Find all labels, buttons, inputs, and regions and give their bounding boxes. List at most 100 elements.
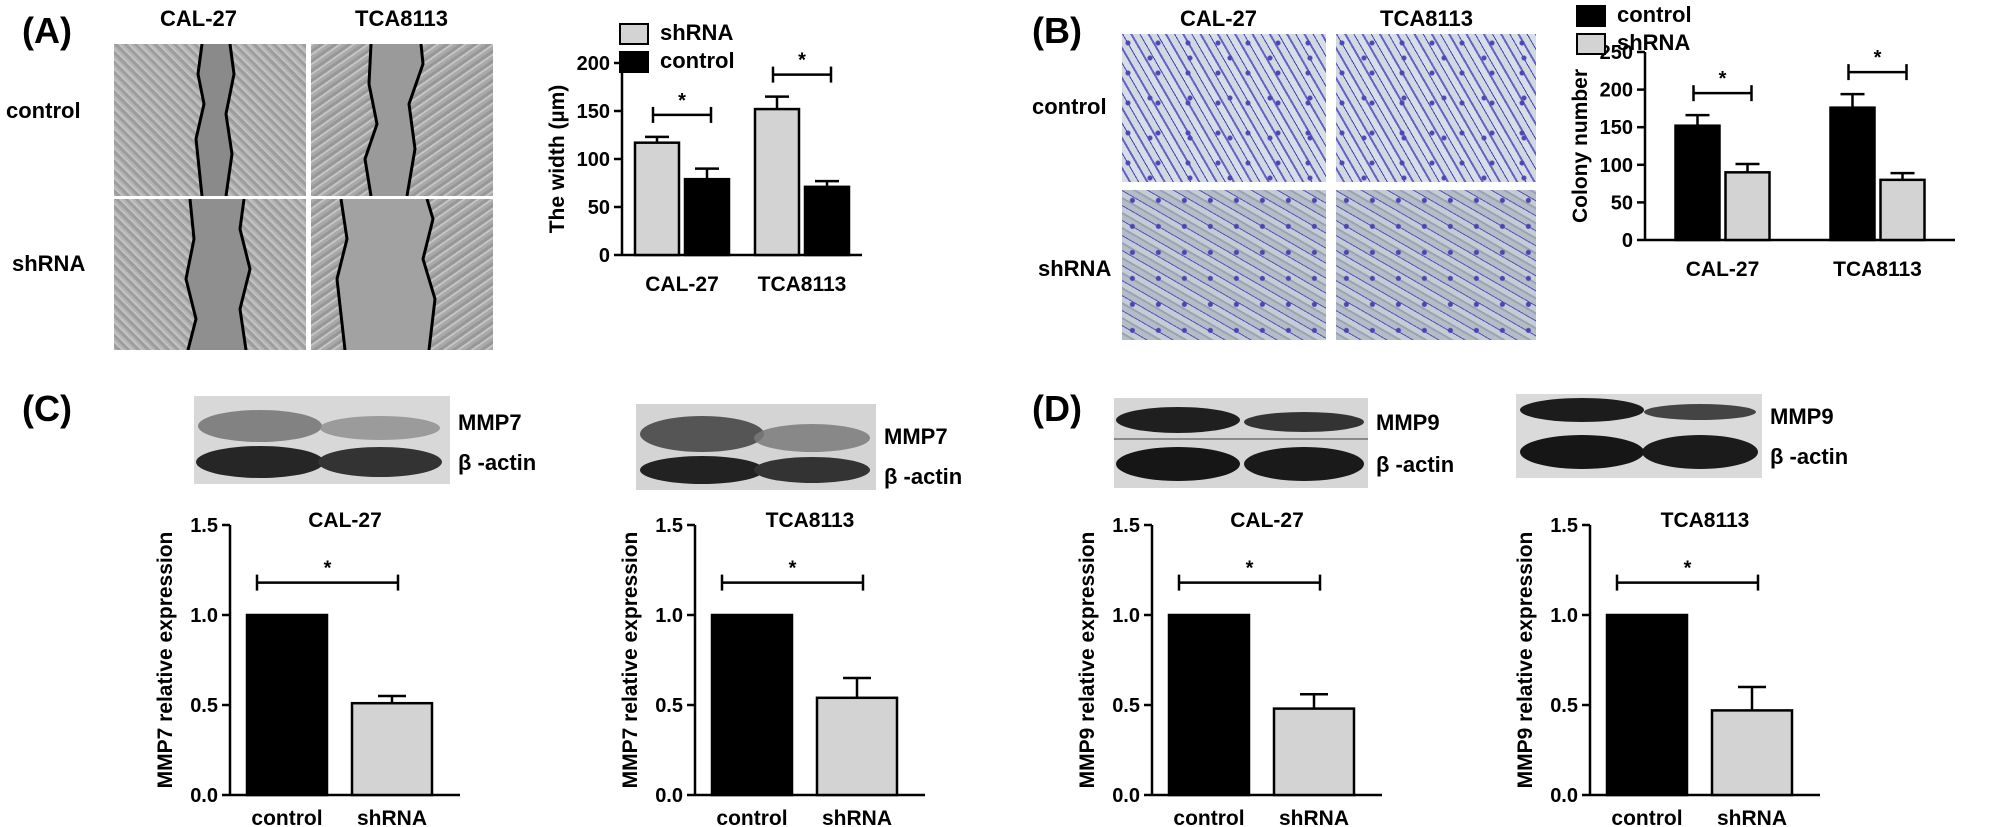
chart-title: CAL-27: [308, 509, 382, 532]
western-blot-mmp7-cal27: [194, 396, 450, 484]
bar-shrna-cal-27: [633, 141, 681, 257]
y-tick-label: 0.5: [1550, 695, 1578, 717]
image-col-label-tca8113: TCA8113: [355, 6, 448, 31]
panel-label-c: (C): [22, 388, 72, 429]
wound-gap-outline: [363, 44, 425, 196]
significance-star: *: [1684, 558, 1692, 580]
x-tick-label: control: [716, 807, 787, 827]
chart-title: TCA8113: [766, 509, 855, 532]
x-tick-label: control: [1173, 807, 1244, 827]
y-tick-label: 0: [1622, 230, 1633, 252]
x-tick-label: control: [251, 807, 322, 827]
y-tick-label: 0.5: [190, 695, 218, 717]
y-tick-label: 0.5: [655, 695, 683, 717]
blot-label-beta-actin: β -actin: [884, 464, 963, 489]
y-axis-label: MMP7 relative expression: [619, 532, 642, 789]
blot-label-mmp7: MMP7: [458, 410, 522, 435]
bar-control: [1605, 613, 1689, 797]
legend-label-shrna: shRNA: [660, 20, 733, 45]
legend-swatch-control: [1576, 5, 1606, 27]
y-axis-label: MMP9 relative expression: [1514, 532, 1537, 789]
significance-star: *: [1719, 68, 1727, 90]
legend-swatch-control: [619, 51, 649, 73]
x-tick-label: shRNA: [822, 807, 892, 827]
y-tick-label: 100: [577, 149, 610, 171]
significance-star: *: [798, 50, 806, 72]
wound-image-tca8113-control: [311, 44, 493, 196]
significance-star: *: [789, 558, 797, 580]
transwell-image-cal27-control: [1122, 34, 1326, 182]
bar-shrna: [1272, 707, 1356, 797]
y-tick-label: 1.5: [190, 515, 218, 537]
y-tick-label: 0.0: [655, 785, 683, 807]
bar-control-tca8113: [803, 185, 851, 257]
western-blot-mmp7-tca8113: [636, 404, 876, 490]
chart-title: CAL-27: [1230, 509, 1304, 532]
panel-label-b: (B): [1032, 10, 1082, 51]
wound-gap-outline: [194, 44, 236, 196]
bar-chart-mmp7-tca8113: 0.0 0.5 1.0 1.5 MMP7 relative expression TCA8…: [619, 509, 925, 827]
wound-image-cal27-shrna: [114, 199, 306, 350]
western-blot-mmp9-cal27: [1114, 398, 1368, 488]
bar-chart-colony-number: 0 50 100 150 200 250 Colony number CAL-27 * TCA81…: [1569, 2, 1955, 281]
image-row-label-control: control: [1032, 94, 1107, 119]
bar-control: [1167, 613, 1251, 797]
panel-label-d: (D): [1032, 388, 1082, 429]
x-tick-label: TCA8113: [1833, 258, 1922, 281]
bar-control-cal-27: [1674, 124, 1721, 242]
image-col-label-cal27: CAL-27: [1180, 6, 1258, 31]
blot-label-beta-actin: β -actin: [1376, 452, 1455, 477]
image-col-label-tca8113: TCA8113: [1380, 6, 1473, 31]
blot-label-mmp9: MMP9: [1770, 404, 1834, 429]
significance-star: *: [1246, 558, 1254, 580]
image-col-label-cal27: CAL-27: [160, 6, 238, 31]
y-tick-label: 1.5: [1550, 515, 1578, 537]
blot-label-beta-actin: β -actin: [1770, 444, 1849, 469]
image-row-label-control: control: [6, 98, 81, 123]
transwell-image-tca8113-control: [1336, 34, 1536, 182]
bar-shrna: [350, 701, 434, 797]
transwell-image-cal27-shrna: [1122, 190, 1326, 340]
bar-chart-mmp7-cal27: 0.0 0.5 1.0 1.5 MMP7 relative expression CAL-…: [154, 509, 460, 827]
y-tick-label: 150: [1600, 117, 1633, 139]
x-tick-label: control: [1611, 807, 1682, 827]
x-tick-label: shRNA: [357, 807, 427, 827]
legend-swatch-shrna: [619, 23, 649, 45]
y-tick-label: 150: [577, 101, 610, 123]
bar-shrna-tca8113: [1879, 178, 1926, 242]
legend-swatch-shrna: [1576, 33, 1606, 55]
y-tick-label: 0: [599, 245, 610, 267]
y-tick-label: 200: [577, 53, 610, 75]
significance-star: *: [1874, 47, 1882, 69]
legend-label-control: control: [660, 48, 735, 73]
y-axis-label: The width (µm): [546, 85, 569, 234]
y-tick-label: 0.0: [1112, 785, 1140, 807]
y-axis-label: MMP7 relative expression: [154, 532, 177, 789]
image-row-label-shrna: shRNA: [12, 251, 86, 276]
bar-shrna: [815, 696, 899, 797]
wound-image-cal27-control: [114, 44, 306, 196]
y-tick-label: 1.0: [1112, 605, 1140, 627]
transwell-image-tca8113-shrna: [1336, 190, 1536, 340]
blot-label-mmp9: MMP9: [1376, 410, 1440, 435]
wound-image-tca8113-shrna: [311, 199, 493, 350]
y-tick-label: 0.5: [1112, 695, 1140, 717]
image-row-label-shrna: shRNA: [1038, 256, 1112, 281]
y-tick-label: 250: [1600, 42, 1633, 64]
y-tick-label: 1.0: [1550, 605, 1578, 627]
bar-chart-wound-width: 0 50 100 150 200 The width (µm) CAL-27 * TCA8113…: [546, 20, 862, 296]
y-tick-label: 50: [588, 197, 610, 219]
x-tick-label: shRNA: [1717, 807, 1787, 827]
bar-shrna-tca8113: [753, 107, 801, 257]
y-tick-label: 0.0: [1550, 785, 1578, 807]
y-axis-label: Colony number: [1569, 69, 1592, 223]
blot-label-mmp7: MMP7: [884, 424, 948, 449]
legend-label-control: control: [1617, 2, 1692, 27]
y-axis-label: MMP9 relative expression: [1076, 532, 1099, 789]
wound-gap-outline: [335, 199, 437, 350]
panel-label-a: (A): [22, 10, 72, 51]
bar-control-cal-27: [683, 177, 731, 257]
legend-label-shrna: shRNA: [1617, 30, 1690, 55]
bar-chart-mmp9-tca8113: 0.0 0.5 1.0 1.5 MMP9 relative expression TCA8…: [1514, 509, 1820, 827]
y-tick-label: 1.0: [190, 605, 218, 627]
